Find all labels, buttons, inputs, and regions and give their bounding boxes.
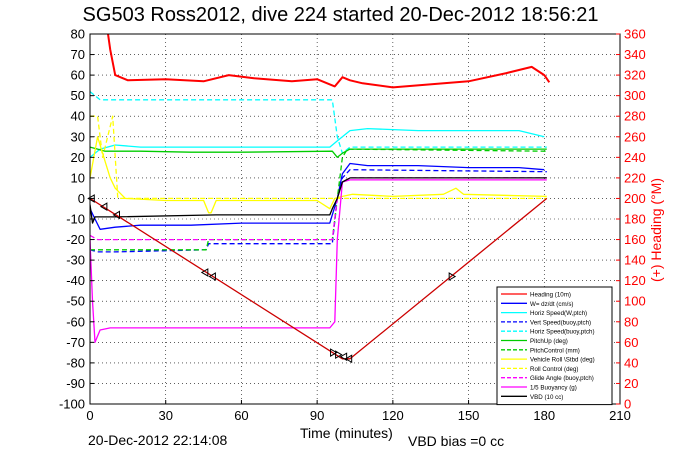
series-pitchcontrol-mm bbox=[90, 148, 547, 251]
x-tick-label: 120 bbox=[382, 408, 404, 423]
legend-box bbox=[496, 286, 613, 406]
y-tick-label: -10 bbox=[66, 212, 85, 227]
series-pitchup-deg bbox=[90, 146, 547, 158]
depth-marker bbox=[339, 352, 348, 362]
right-tick-label: 40 bbox=[624, 355, 638, 370]
depth-marker bbox=[112, 210, 120, 220]
series-horiz-speed-buoy-ptch bbox=[90, 91, 547, 154]
right-tick-label: 100 bbox=[624, 294, 646, 309]
right-tick-label: 340 bbox=[624, 47, 646, 62]
legend: Heading (10m) W= dz/dt (cm/s) Horiz Speed(… bbox=[496, 286, 613, 406]
right-axis-label-box: (+) Heading (°M) bbox=[626, 140, 681, 320]
x-axis-label: Time (minutes) bbox=[300, 425, 393, 441]
y-tick-label: -60 bbox=[66, 314, 85, 329]
depth-marker bbox=[330, 348, 338, 357]
right-axis-label: (+) Heading (°M) bbox=[648, 177, 664, 283]
legend-label: Heading (10m) bbox=[530, 292, 571, 299]
right-tick-label: 200 bbox=[624, 191, 646, 206]
series-glide-angle-buoy-ptch bbox=[90, 177, 547, 241]
right-tick-label: 140 bbox=[624, 253, 646, 268]
right-tick-label: 80 bbox=[624, 314, 638, 329]
series-lines bbox=[90, 34, 551, 360]
depth-markers bbox=[87, 194, 457, 364]
y-tick-label: 10 bbox=[71, 170, 85, 185]
y-tick-label: 40 bbox=[71, 109, 85, 124]
depth-marker bbox=[200, 268, 209, 277]
x-tick-label: 0 bbox=[86, 408, 93, 423]
depth-marker bbox=[99, 202, 108, 212]
depth-marker bbox=[87, 194, 95, 203]
depth-marker bbox=[344, 354, 353, 364]
y-tick-label: 50 bbox=[71, 88, 85, 103]
right-tick-label: 180 bbox=[624, 212, 646, 227]
axis-ticks: 0 30 60 90 120 150 180 210-100-90-80-70-60-50-4… bbox=[59, 27, 646, 424]
legend-label: W= dz/dt (cm/s) bbox=[530, 301, 574, 308]
legend-label: PitchUp (deg) bbox=[530, 338, 568, 345]
depth-marker bbox=[448, 272, 457, 281]
depth-marker bbox=[335, 350, 343, 360]
end-timestamp: 20-Dec-2012 22:14:08 bbox=[88, 432, 228, 448]
x-tick-label: 150 bbox=[458, 408, 480, 423]
x-tick-label: 180 bbox=[533, 408, 555, 423]
y-tick-label: 20 bbox=[71, 150, 85, 165]
right-tick-label: 300 bbox=[624, 88, 646, 103]
series-vbd-10-cc bbox=[90, 177, 547, 224]
legend-label: Vehicle Roll \Stbd (deg) bbox=[530, 357, 595, 364]
right-tick-label: 280 bbox=[624, 109, 646, 124]
right-tick-label: 0 bbox=[624, 397, 631, 412]
right-tick-label: 360 bbox=[624, 27, 646, 42]
x-tick-label: 90 bbox=[310, 408, 324, 423]
y-tick-label: 80 bbox=[71, 27, 85, 42]
y-tick-label: -90 bbox=[66, 376, 85, 391]
y-tick-label: 0 bbox=[78, 191, 85, 206]
legend-label: Vert Speed(buoy,ptch) bbox=[530, 319, 591, 326]
y-tick-label: -20 bbox=[66, 232, 85, 247]
legend-label: Horiz Speed(W,ptch) bbox=[530, 310, 587, 317]
x-tick-label: 60 bbox=[234, 408, 248, 423]
y-tick-label: -70 bbox=[66, 335, 85, 350]
series-w-dz-dt-cm-s bbox=[90, 162, 545, 230]
legend-label: VBD (10 cc) bbox=[530, 394, 563, 401]
right-tick-label: 20 bbox=[624, 376, 638, 391]
vbd-bias-note: VBD bias =0 cc bbox=[408, 433, 505, 449]
right-tick-label: 60 bbox=[624, 335, 638, 350]
series-vehicle-roll-stbd-deg bbox=[90, 136, 547, 214]
y-tick-label: 30 bbox=[71, 129, 85, 144]
y-tick-label: 70 bbox=[71, 47, 85, 62]
y-tick-label: -30 bbox=[66, 253, 85, 268]
legend-label: Glide Angle (buoy,ptch) bbox=[530, 375, 594, 382]
y-tick-label: -50 bbox=[66, 294, 85, 309]
series-heading-10m bbox=[90, 34, 551, 89]
y-tick-label: 60 bbox=[71, 68, 85, 83]
right-tick-label: 320 bbox=[624, 68, 646, 83]
legend-label: 1/5 Buoyancy (g) bbox=[530, 385, 577, 392]
depth-marker bbox=[208, 272, 216, 281]
right-tick-label: 220 bbox=[624, 170, 646, 185]
x-tick-label: 210 bbox=[609, 408, 631, 423]
right-tick-label: 160 bbox=[624, 232, 646, 247]
series-1-5-buoyancy-g bbox=[90, 179, 547, 343]
right-tick-label: 240 bbox=[624, 150, 646, 165]
legend-label: Roll Control (deg) bbox=[530, 366, 579, 373]
y-tick-label: -100 bbox=[59, 397, 85, 412]
chart-title: SG503 Ross2012, dive 224 started 20-Dec-… bbox=[82, 4, 599, 26]
right-tick-label: 260 bbox=[624, 129, 646, 144]
legend-label: PitchControl (mm) bbox=[530, 347, 580, 354]
x-tick-label: 30 bbox=[158, 408, 172, 423]
series-vert-speed-buoy-ptch bbox=[90, 169, 547, 253]
y-tick-label: -40 bbox=[66, 273, 85, 288]
right-tick-label: 120 bbox=[624, 273, 646, 288]
series-horiz-speed-w-ptch bbox=[90, 127, 545, 158]
legend-label: Horiz Speed(buoy,ptch) bbox=[530, 329, 595, 336]
y-tick-label: -80 bbox=[66, 355, 85, 370]
